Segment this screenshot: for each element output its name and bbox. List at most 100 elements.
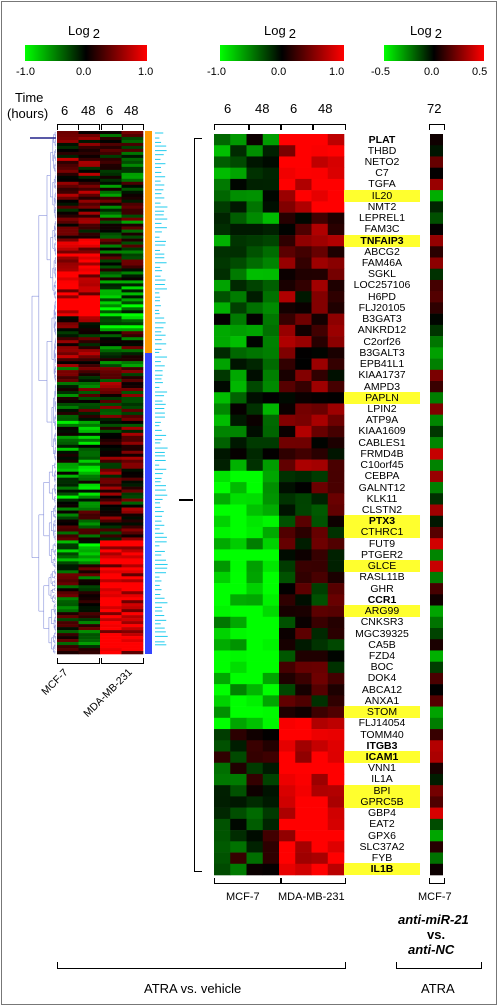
gene-label: SGKL: [367, 268, 396, 281]
left-heatmap-cell: [78, 453, 101, 458]
left-heatmap-cell: [121, 636, 144, 640]
right-heatmap-cell: [279, 751, 296, 764]
left-heatmap-cell: [78, 636, 101, 640]
left-heatmap-cell: [121, 546, 144, 550]
left-heatmap-cell: [100, 253, 122, 257]
left-heatmap-cell: [100, 214, 122, 218]
right-heatmap-cell: [295, 134, 312, 146]
right-heatmap-cell: [327, 729, 345, 741]
right-heatmap-cell: [262, 212, 280, 225]
right-heatmap-cell: [279, 167, 296, 180]
left-heatmap-cell: [100, 651, 122, 655]
gene-label: NMT2: [367, 200, 397, 213]
left-heatmap-cell: [78, 471, 101, 475]
right-heatmap-cell: [230, 347, 247, 359]
anti-heatmap-cell: [430, 560, 443, 573]
left-heatmap-cell: [121, 238, 144, 242]
left-heatmap-cell: [57, 322, 79, 326]
right-heatmap-cell: [295, 145, 312, 157]
right-heatmap-cell: [279, 279, 296, 292]
left-heatmap-cell: [121, 313, 144, 317]
left-heatmap-cell: [121, 178, 144, 183]
right-heatmap-cell: [327, 740, 345, 752]
left-heatmap-cell: [100, 555, 122, 559]
left-heatmap-cell: [78, 244, 101, 248]
right-time-bracket-3: [280, 124, 314, 130]
left-heatmap-cell: [78, 489, 101, 493]
right-heatmap-cell: [311, 291, 329, 303]
right-heatmap-cell: [295, 807, 312, 820]
right-heatmap-cell: [327, 448, 345, 460]
right-heatmap-cell: [327, 324, 345, 337]
left-heatmap-cell: [121, 340, 144, 344]
left-heatmap-cell: [78, 355, 101, 359]
left-heatmap-cell: [121, 474, 144, 478]
anti-heatmap-cell: [430, 807, 443, 820]
right-heatmap-cell: [230, 830, 247, 842]
anti-time: 72: [427, 101, 442, 116]
left-heatmap-cell: [78, 346, 101, 350]
right-heatmap-cell: [262, 324, 280, 337]
left-heatmap-cell: [57, 292, 79, 296]
left-heatmap-cell: [100, 582, 122, 586]
left-heatmap-cell: [57, 208, 79, 212]
right-heatmap-cell: [246, 571, 264, 584]
left-heatmap-cell: [78, 247, 101, 251]
left-heatmap-cell: [100, 408, 122, 413]
right-heatmap-cell: [279, 392, 296, 404]
right-heatmap-cell: [246, 740, 264, 752]
left-heatmap-cell: [100, 417, 122, 422]
right-heatmap-cell: [327, 302, 345, 314]
left-heatmap-cell: [121, 525, 144, 529]
left-heatmap-cell: [100, 480, 122, 484]
left-heatmap-cell: [78, 358, 101, 362]
right-heatmap-cell: [262, 369, 280, 382]
left-heatmap-cell: [78, 519, 101, 523]
gene-label: FZD4: [368, 649, 396, 662]
right-heatmap-cell: [230, 594, 247, 606]
right-heatmap-cell: [279, 257, 296, 270]
right-heatmap-cell: [246, 684, 264, 696]
left-heatmap-cell: [100, 606, 122, 610]
right-heatmap-cell: [262, 740, 280, 752]
left-heatmap-cell: [57, 600, 79, 604]
left-heatmap-cell: [100, 202, 122, 207]
left-heatmap-cell: [78, 600, 101, 604]
left-heatmap-cell: [121, 510, 144, 514]
left-heatmap-cell: [121, 280, 144, 284]
left-heatmap-cell: [57, 564, 79, 568]
gene-label: VNN1: [367, 762, 396, 775]
right-heatmap-cell: [262, 751, 280, 764]
left-heatmap-cell: [100, 241, 122, 245]
left-heatmap-cell: [78, 645, 101, 649]
left-heatmap-cell: [78, 199, 101, 204]
right-heatmap-cell: [295, 493, 312, 505]
right-heatmap-cell: [279, 134, 296, 146]
right-heatmap-cell: [295, 538, 312, 550]
left-heatmap-cell: [100, 507, 122, 511]
left-heatmap-cell: [121, 555, 144, 559]
right-heatmap-cell: [246, 773, 264, 786]
left-heatmap-cell: [57, 621, 79, 625]
right-heatmap-cell: [311, 201, 329, 213]
scale2-max: 1.0: [329, 66, 345, 78]
right-heatmap-cell: [262, 672, 280, 685]
left-heatmap-cell: [57, 310, 79, 314]
left-heatmap-cell: [100, 525, 122, 529]
left-heatmap-cell: [100, 259, 122, 263]
left-heatmap-cell: [100, 163, 122, 168]
left-heatmap-cell: [100, 310, 122, 314]
left-heatmap-cell: [78, 522, 101, 526]
right-heatmap-cell: [214, 324, 231, 337]
left-heatmap-cell: [100, 178, 122, 183]
left-heatmap-cell: [78, 131, 101, 135]
left-heatmap-cell: [121, 385, 144, 389]
left-heatmap-cell: [121, 289, 144, 293]
right-heatmap-cell: [295, 650, 312, 662]
right-heatmap-cell: [262, 650, 280, 662]
right-heatmap-cell: [214, 381, 231, 393]
right-heatmap-cell: [327, 268, 345, 281]
left-heatmap-cell: [121, 513, 144, 517]
right-heatmap-cell: [246, 538, 264, 550]
left-heatmap-cell: [121, 184, 144, 189]
